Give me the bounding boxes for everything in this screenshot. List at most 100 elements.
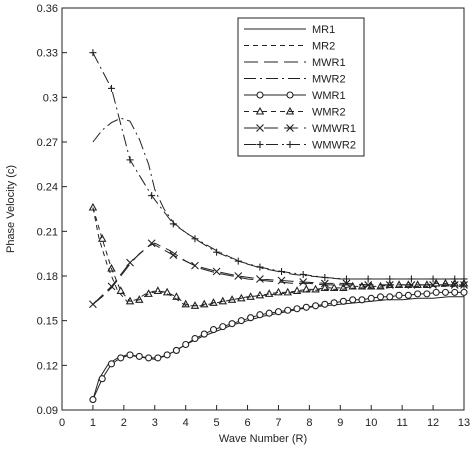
- marker-x: [429, 281, 437, 289]
- y-axis-title: Phase Velocity (c): [5, 165, 17, 253]
- x-tick-label: 0: [59, 417, 65, 429]
- marker-triangle: [413, 280, 422, 288]
- marker-circle: [274, 308, 283, 316]
- marker-x: [460, 281, 468, 289]
- marker-circle: [284, 306, 292, 314]
- marker-circle: [172, 346, 180, 354]
- marker-x-stroke: [320, 279, 329, 288]
- legend-label: MWR1: [312, 57, 346, 69]
- marker-x: [320, 279, 329, 288]
- marker-triangle: [190, 301, 200, 309]
- marker-x-stroke: [429, 281, 437, 289]
- marker-triangle: [274, 287, 283, 296]
- marker-x-stroke: [89, 300, 97, 309]
- marker-triangle: [357, 281, 367, 290]
- marker-x: [169, 251, 178, 260]
- marker-circle: [321, 300, 329, 308]
- y-tick-label: 0.3: [43, 92, 58, 104]
- marker-circle: [237, 317, 245, 325]
- marker-plus: [386, 275, 394, 283]
- y-tick-label: 0.15: [37, 316, 58, 328]
- marker-x-stroke: [342, 279, 351, 288]
- marker-triangle: [255, 106, 265, 115]
- marker-triangle: [292, 286, 302, 294]
- legend-entry: WMWR1: [244, 123, 356, 135]
- marker-circle: [358, 296, 366, 304]
- marker-x: [147, 239, 156, 248]
- x-tick-label: 5: [214, 417, 220, 429]
- marker-x-stroke: [147, 239, 156, 248]
- marker-plus: [451, 275, 459, 283]
- marker-x-stroke: [107, 282, 116, 291]
- marker-triangle: [348, 281, 357, 290]
- marker-circle: [191, 334, 199, 343]
- marker-x-stroke: [407, 281, 416, 289]
- marker-triangle: [172, 292, 181, 300]
- legend-entry: MR2: [244, 41, 335, 53]
- x-tick-label: 1: [90, 417, 96, 429]
- marker-triangle: [107, 263, 116, 272]
- marker-x: [191, 261, 199, 270]
- marker-triangle: [135, 295, 144, 303]
- marker-plus: [234, 257, 242, 265]
- x-tick-label: 9: [337, 417, 343, 429]
- marker-circle: [339, 297, 347, 305]
- marker-x-stroke: [169, 251, 178, 260]
- marker-circle: [414, 290, 422, 298]
- marker-circle: [117, 354, 125, 362]
- x-axis-title: Wave Number (R): [219, 433, 307, 445]
- marker-x: [256, 275, 264, 283]
- marker-circle: [200, 330, 208, 338]
- marker-plus: [342, 275, 350, 283]
- marker-triangle: [320, 283, 330, 291]
- y-tick-label: 0.09: [37, 405, 58, 417]
- legend-label: MR2: [312, 41, 335, 53]
- marker-triangle: [329, 283, 339, 291]
- marker-x: [450, 281, 459, 289]
- marker-x-stroke: [256, 275, 264, 283]
- marker-plus: [191, 235, 199, 243]
- series-line-mwr2: [92, 117, 464, 280]
- marker-triangle: [311, 284, 320, 293]
- marker-triangle: [283, 287, 292, 296]
- marker-plus: [364, 275, 372, 283]
- marker-plus: [126, 156, 134, 164]
- marker-circle: [312, 302, 320, 310]
- marker-triangle: [339, 283, 348, 291]
- legend-label: WMR1: [312, 90, 346, 102]
- marker-x-stroke: [460, 281, 468, 289]
- series-layer: [88, 49, 469, 404]
- marker-circle: [154, 354, 162, 362]
- marker-triangle: [162, 287, 172, 296]
- marker-triangle: [255, 290, 265, 299]
- legend-label: WMWR1: [312, 123, 356, 135]
- series-wmwr1: [89, 239, 468, 309]
- marker-plus: [429, 275, 437, 283]
- marker-circle: [404, 291, 412, 299]
- marker-circle: [182, 340, 190, 349]
- legend-entry: WMR1: [244, 90, 346, 102]
- y-tick-label: 0.36: [37, 3, 58, 15]
- marker-x: [286, 124, 294, 132]
- marker-circle: [367, 294, 375, 302]
- marker-x-stroke: [450, 281, 459, 289]
- marker-circle: [302, 303, 310, 311]
- marker-triangle: [441, 278, 450, 287]
- marker-circle: [286, 91, 294, 99]
- legend-label: WMR2: [312, 107, 346, 119]
- plot-border: [61, 7, 465, 411]
- marker-triangle: [218, 296, 228, 305]
- marker-circle: [145, 354, 153, 362]
- marker-triangle: [246, 292, 255, 300]
- marker-triangle: [88, 202, 98, 211]
- marker-x: [277, 276, 286, 285]
- marker-circle: [256, 91, 264, 99]
- marker-x: [107, 282, 116, 291]
- marker-triangle: [153, 286, 163, 294]
- marker-x-stroke: [212, 267, 221, 276]
- series-wmr1: [89, 288, 468, 404]
- marker-x: [256, 124, 264, 132]
- marker-plus: [278, 268, 286, 276]
- marker-x-stroke: [299, 278, 308, 286]
